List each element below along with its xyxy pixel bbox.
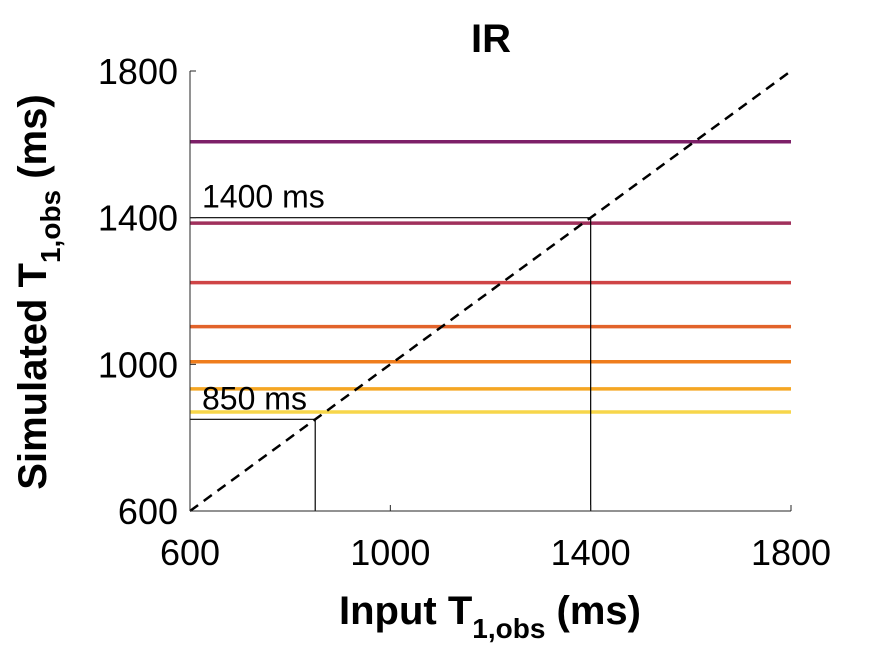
y-axis-label: Simulated T1,obs (ms) [11, 94, 66, 489]
x-tick-label: 1400 [551, 532, 631, 573]
y-axis-label-main: Simulated T [11, 263, 55, 490]
x-axis-label: Input T1,obs (ms) [339, 589, 641, 644]
y-tick-label: 1000 [98, 344, 178, 385]
x-tick-label: 1800 [751, 532, 831, 573]
chart-title: IR [471, 17, 511, 61]
annotation-label: 850 ms [202, 380, 307, 416]
y-tick-label: 1400 [98, 198, 178, 239]
y-axis-label-unit: (ms) [11, 94, 55, 190]
x-axis-label-subscript: 1,obs [472, 613, 545, 644]
series-layer [190, 140, 791, 414]
y-tick-label: 1800 [98, 51, 178, 92]
identity-dashed-line [189, 69, 792, 513]
y-tick-label: 600 [118, 491, 178, 532]
x-axis-label-main: Input T [339, 589, 472, 633]
axes-layer: 600 1000 1400 1800 600 1000 1400 1800 [98, 51, 831, 573]
x-tick-label: 1000 [350, 532, 430, 573]
x-axis-label-unit: (ms) [545, 589, 641, 633]
x-tick-label: 600 [160, 532, 220, 573]
guide-layer: 1400 ms 850 ms [189, 69, 792, 513]
y-axis-label-subscript: 1,obs [35, 190, 66, 263]
annotation-label: 1400 ms [202, 179, 325, 215]
